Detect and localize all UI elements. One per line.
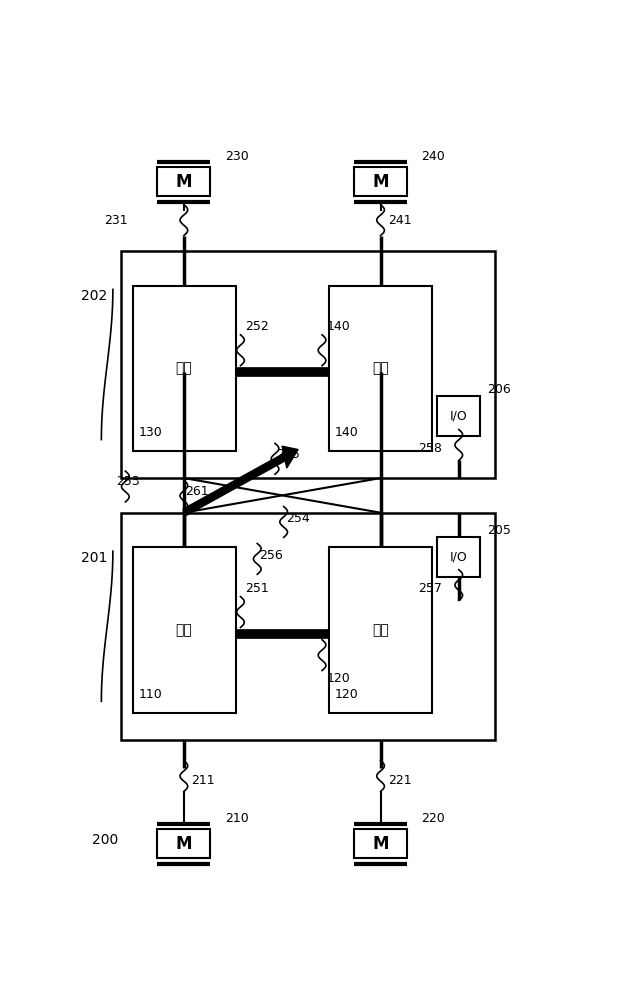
Text: M: M bbox=[176, 835, 192, 853]
Bar bbox=[157, 167, 210, 196]
Text: 257: 257 bbox=[418, 582, 442, 595]
Text: 200: 200 bbox=[92, 833, 118, 847]
Text: 253: 253 bbox=[116, 475, 139, 488]
Text: 120: 120 bbox=[335, 688, 359, 701]
Text: 256: 256 bbox=[259, 549, 282, 562]
Text: 240: 240 bbox=[422, 150, 445, 163]
Text: 211: 211 bbox=[191, 774, 215, 787]
Text: M: M bbox=[372, 173, 389, 191]
Text: 140: 140 bbox=[335, 426, 359, 439]
Text: 节点: 节点 bbox=[373, 623, 389, 637]
Bar bbox=[437, 396, 480, 436]
Bar bbox=[157, 829, 210, 858]
Text: 251: 251 bbox=[245, 582, 269, 595]
Text: 221: 221 bbox=[387, 774, 412, 787]
Text: 258: 258 bbox=[418, 442, 442, 455]
Bar bbox=[437, 537, 480, 577]
Text: 节点: 节点 bbox=[176, 623, 193, 637]
Text: 201: 201 bbox=[81, 551, 107, 565]
Text: 254: 254 bbox=[286, 512, 310, 525]
Text: 130: 130 bbox=[138, 426, 162, 439]
Bar bbox=[121, 251, 495, 478]
Text: 140: 140 bbox=[327, 320, 350, 333]
Text: 节点: 节点 bbox=[373, 361, 389, 375]
Text: M: M bbox=[372, 835, 389, 853]
Bar bbox=[329, 286, 433, 451]
Text: 210: 210 bbox=[225, 812, 248, 825]
Bar bbox=[132, 547, 236, 713]
Text: 206: 206 bbox=[488, 383, 511, 396]
Text: 110: 110 bbox=[138, 688, 162, 701]
Text: 261: 261 bbox=[185, 485, 209, 498]
Text: 220: 220 bbox=[422, 812, 445, 825]
Text: 231: 231 bbox=[104, 214, 128, 227]
FancyArrow shape bbox=[183, 446, 298, 516]
Text: M: M bbox=[176, 173, 192, 191]
Text: I/O: I/O bbox=[450, 410, 467, 423]
Bar bbox=[329, 547, 433, 713]
Text: 202: 202 bbox=[81, 289, 107, 303]
Text: 205: 205 bbox=[488, 524, 511, 537]
Text: 230: 230 bbox=[225, 150, 248, 163]
Bar bbox=[354, 829, 407, 858]
Text: 252: 252 bbox=[245, 320, 269, 333]
Text: 255: 255 bbox=[277, 448, 300, 461]
Bar bbox=[354, 167, 407, 196]
Bar bbox=[132, 286, 236, 451]
Text: 节点: 节点 bbox=[176, 361, 193, 375]
Text: 241: 241 bbox=[387, 214, 412, 227]
Text: 120: 120 bbox=[327, 672, 350, 685]
Bar bbox=[121, 513, 495, 740]
Text: I/O: I/O bbox=[450, 550, 467, 563]
